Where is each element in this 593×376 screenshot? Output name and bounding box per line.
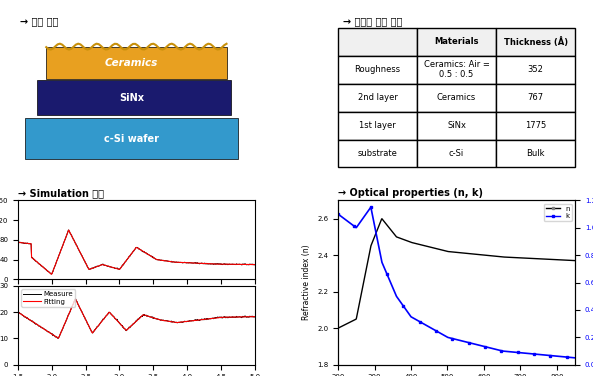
- Fitting: [55, 336, 62, 340]
- Fitting: [72, 297, 79, 301]
- Text: → 박막 구조: → 박막 구조: [20, 16, 59, 26]
- Bar: [37, 80, 231, 115]
- Measure: [144, 313, 151, 318]
- Measure: [209, 316, 216, 321]
- Fitting: [157, 318, 164, 322]
- Y-axis label: Refractive index (n): Refractive index (n): [302, 245, 311, 320]
- Measure: [157, 317, 164, 322]
- Measure: [72, 297, 79, 302]
- Fitting: [128, 323, 135, 328]
- Bar: [25, 118, 238, 159]
- Text: Ceramics: Ceramics: [105, 58, 158, 68]
- Measure: [128, 323, 135, 327]
- Text: SiNx: SiNx: [119, 92, 144, 103]
- Measure: [251, 315, 259, 319]
- Legend: n, k: n, k: [544, 204, 572, 221]
- Legend: Measure, Fitting: Measure, Fitting: [21, 289, 75, 307]
- Measure: [247, 314, 254, 319]
- Fitting: [209, 316, 216, 320]
- Text: → Simulation 결과: → Simulation 결과: [18, 188, 104, 198]
- Line: Measure: Measure: [18, 299, 255, 338]
- Text: c-Si wafer: c-Si wafer: [104, 134, 159, 144]
- Text: → 박막의 두께 분석: → 박막의 두께 분석: [343, 16, 402, 26]
- Fitting: [247, 314, 254, 319]
- Bar: [46, 47, 227, 79]
- Fitting: [251, 314, 259, 319]
- Measure: [129, 322, 136, 326]
- Line: Fitting: Fitting: [18, 299, 255, 338]
- Measure: [14, 309, 21, 314]
- Fitting: [14, 310, 21, 314]
- Fitting: [144, 314, 151, 318]
- Measure: [55, 336, 62, 341]
- Fitting: [129, 322, 136, 327]
- Text: → Optical properties (n, k): → Optical properties (n, k): [338, 188, 483, 198]
